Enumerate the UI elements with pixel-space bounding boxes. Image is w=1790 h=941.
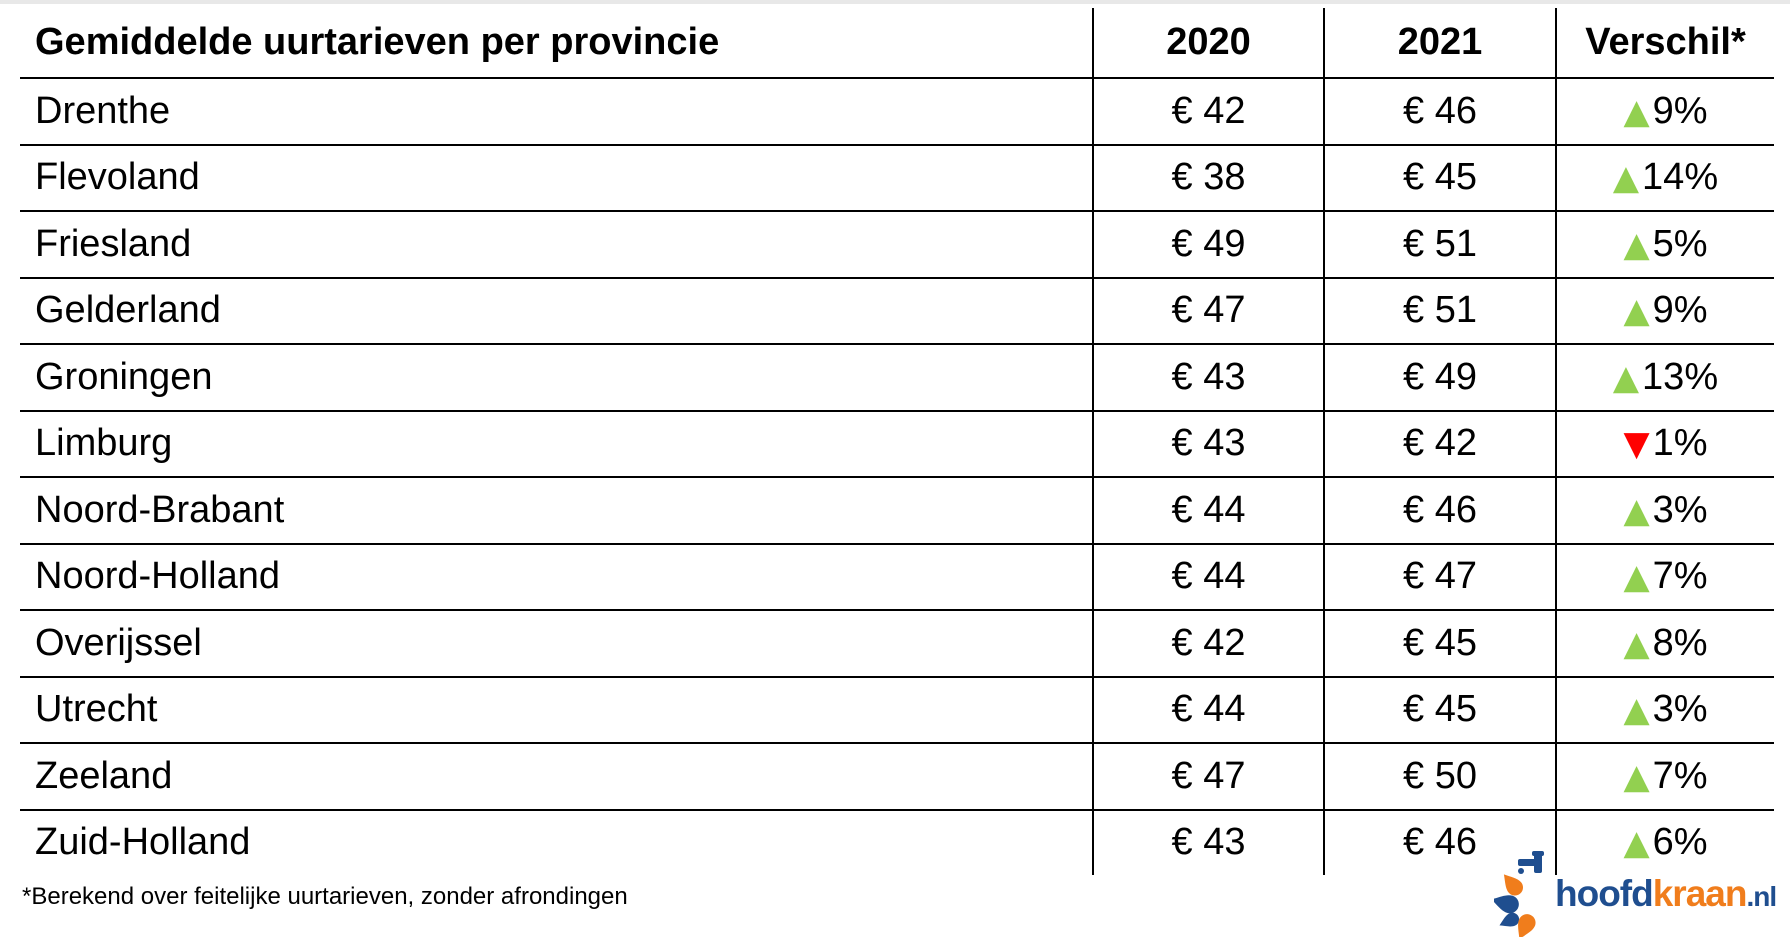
diff-value: 14% — [1642, 156, 1719, 199]
up-triangle-icon: ▲ — [1612, 158, 1640, 199]
diff-cell: ▼1% — [1555, 410, 1774, 478]
table-row-zeeland: Zeeland € 47 € 50 ▲7% — [20, 743, 1774, 811]
up-triangle-icon: ▲ — [1623, 91, 1650, 132]
table-row-drenthe: Drenthe € 42 € 46 ▲9% — [20, 78, 1774, 146]
rate-2020-cell: € 44 — [1092, 543, 1324, 611]
province-cell: Utrecht — [20, 676, 1093, 744]
diff-cell: ▲8% — [1555, 610, 1774, 678]
rate-2021-cell: € 46 — [1323, 809, 1556, 875]
table-row-limburg: Limburg € 43 € 42 ▼1% — [20, 410, 1774, 478]
column-header-2021: 2021 — [1323, 8, 1556, 79]
rate-2021-cell: € 49 — [1323, 344, 1556, 412]
rate-2021-cell: € 46 — [1323, 477, 1556, 545]
rate-2020-cell: € 43 — [1092, 410, 1324, 478]
diff-value: 3% — [1652, 688, 1708, 731]
down-triangle-icon: ▼ — [1623, 424, 1650, 465]
table-row-utrecht: Utrecht € 44 € 45 ▲3% — [20, 676, 1774, 744]
column-header-2020: 2020 — [1092, 8, 1324, 79]
rate-2020-cell: € 49 — [1092, 211, 1324, 279]
diff-value: 5% — [1652, 222, 1708, 265]
rate-2021-cell: € 46 — [1323, 78, 1556, 146]
logo-text: hoofdkraan.nl — [1555, 873, 1777, 915]
rate-2021-cell: € 51 — [1323, 211, 1556, 279]
province-cell: Groningen — [20, 344, 1093, 412]
up-triangle-icon: ▲ — [1623, 623, 1650, 664]
rate-2021-cell: € 45 — [1323, 144, 1556, 212]
table-row-friesland: Friesland € 49 € 51 ▲5% — [20, 211, 1774, 279]
rate-2021-cell: € 50 — [1323, 743, 1556, 811]
up-triangle-icon: ▲ — [1623, 224, 1650, 265]
rate-2020-cell: € 47 — [1092, 277, 1324, 345]
diff-cell: ▲5% — [1555, 211, 1774, 279]
province-cell: Drenthe — [20, 78, 1093, 146]
rate-2020-cell: € 44 — [1092, 477, 1324, 545]
diff-value: 9% — [1652, 89, 1708, 132]
diff-value: 3% — [1652, 488, 1708, 531]
rate-2021-cell: € 45 — [1323, 676, 1556, 744]
diff-value: 7% — [1652, 754, 1708, 797]
header-row: Gemiddelde uurtarieven per provincie 202… — [20, 8, 1774, 79]
table-row-gelderland: Gelderland € 47 € 51 ▲9% — [20, 277, 1774, 345]
up-triangle-icon: ▲ — [1623, 690, 1650, 731]
province-cell: Zuid-Holland — [35, 821, 251, 864]
diff-cell: ▲3% — [1555, 477, 1774, 545]
table-row-groningen: Groningen € 43 € 49 ▲13% — [20, 344, 1774, 412]
rate-2020-cell: € 43 — [1092, 809, 1324, 875]
province-cell: Noord-Holland — [20, 543, 1093, 611]
diff-cell: ▲7% — [1555, 543, 1774, 611]
province-cell: Noord-Brabant — [20, 477, 1093, 545]
rate-2021-cell: € 47 — [1323, 543, 1556, 611]
rate-2021-cell: € 42 — [1323, 410, 1556, 478]
column-header-verschil: Verschil* — [1555, 8, 1774, 79]
hourly-rates-table: Gemiddelde uurtarieven per provincie 202… — [20, 8, 1774, 875]
diff-cell: ▲14% — [1555, 144, 1774, 212]
table-title: Gemiddelde uurtarieven per provincie — [20, 8, 1093, 79]
logo-hoofd: hoofd — [1555, 873, 1654, 914]
footnote: *Berekend over feitelijke uurtarieven, z… — [22, 883, 628, 910]
rate-2020-cell: € 42 — [1092, 610, 1324, 678]
rate-2020-cell: € 38 — [1092, 144, 1324, 212]
logo-nl: .nl — [1746, 881, 1777, 912]
diff-value: 7% — [1652, 555, 1708, 598]
logo-kraan: kraan — [1652, 873, 1748, 914]
province-cell: Friesland — [20, 211, 1093, 279]
table-row-overijssel: Overijssel € 42 € 45 ▲8% — [20, 610, 1774, 678]
diff-cell: ▲6% — [1555, 809, 1774, 875]
diff-cell: ▲7% — [1555, 743, 1774, 811]
rate-2021-cell: € 45 — [1323, 610, 1556, 678]
diff-value: 13% — [1642, 355, 1719, 398]
table-row-flevoland: Flevoland € 38 € 45 ▲14% — [20, 144, 1774, 212]
up-triangle-icon: ▲ — [1623, 291, 1650, 332]
rate-2020-cell: € 42 — [1092, 78, 1324, 146]
province-cell: Limburg — [20, 410, 1093, 478]
diff-value: 1% — [1652, 422, 1708, 465]
table-row-zuid-holland: Zuid-Holland € 43 € 46 ▲6% — [20, 809, 1774, 875]
up-triangle-icon: ▲ — [1623, 557, 1650, 598]
table-row-noord-brabant: Noord-Brabant € 44 € 46 ▲3% — [20, 477, 1774, 545]
diff-cell: ▲9% — [1555, 277, 1774, 345]
rate-2021-cell: € 51 — [1323, 277, 1556, 345]
up-triangle-icon: ▲ — [1623, 823, 1650, 864]
province-cell: Overijssel — [20, 610, 1093, 678]
up-triangle-icon: ▲ — [1612, 357, 1640, 398]
up-triangle-icon: ▲ — [1623, 490, 1650, 531]
province-cell: Zeeland — [20, 743, 1093, 811]
table-row-noord-holland: Noord-Holland € 44 € 47 ▲7% — [20, 543, 1774, 611]
rate-2020-cell: € 43 — [1092, 344, 1324, 412]
diff-cell: ▲13% — [1555, 344, 1774, 412]
rate-2020-cell: € 44 — [1092, 676, 1324, 744]
province-cell: Gelderland — [20, 277, 1093, 345]
rate-2020-cell: € 47 — [1092, 743, 1324, 811]
diff-cell: ▲9% — [1555, 78, 1774, 146]
hoofdkraan-logo: hoofdkraan.nl — [1494, 850, 1777, 938]
diff-value: 9% — [1652, 289, 1708, 332]
diff-value: 6% — [1652, 821, 1708, 864]
up-triangle-icon: ▲ — [1623, 756, 1650, 797]
province-cell: Flevoland — [20, 144, 1093, 212]
diff-value: 8% — [1652, 621, 1708, 664]
diff-cell: ▲3% — [1555, 676, 1774, 744]
faucet-splash-icon — [1494, 851, 1544, 937]
top-strip — [0, 0, 1790, 4]
